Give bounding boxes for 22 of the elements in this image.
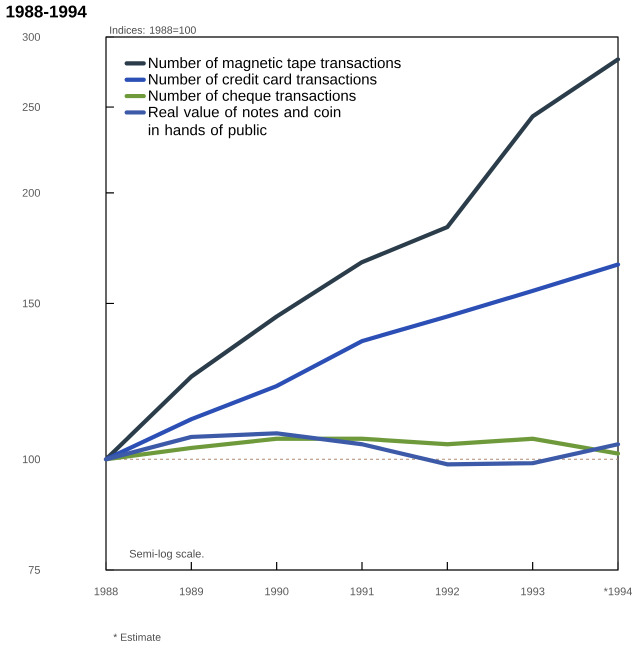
x-tick-label: 1992: [436, 588, 460, 596]
text: * Estimate: [113, 633, 161, 641]
text: Indices: 1988=100: [110, 26, 196, 34]
legend-label: Number of cheque transactions: [149, 90, 356, 104]
y-tick-label: 300: [22, 33, 40, 41]
x-tick-label: 1988: [94, 588, 118, 596]
y-tick-label: 75: [28, 566, 40, 574]
x-tick-label: *1994: [604, 588, 632, 596]
y-tick-label: 250: [22, 103, 40, 111]
x-tick-label: 1993: [521, 588, 544, 596]
line-series: [104, 431, 620, 466]
x-tick-label: 1990: [265, 588, 288, 596]
y-tick-label: 100: [22, 455, 40, 464]
x-tick-label: 1989: [180, 588, 204, 596]
x-tick-label: 1991: [350, 588, 374, 596]
legend-label: Number of credit card transactions: [149, 74, 377, 85]
y-tick-label: 150: [22, 300, 40, 308]
chart-title: 1988-1994: [6, 6, 87, 18]
y-tick-label: 200: [22, 188, 40, 197]
annotation: Semi-log scale.: [130, 550, 204, 560]
legend-label: Number of magnetic tape transactions: [149, 57, 401, 72]
legend-label: Real value of notes and coin in hands of public: [148, 106, 340, 138]
